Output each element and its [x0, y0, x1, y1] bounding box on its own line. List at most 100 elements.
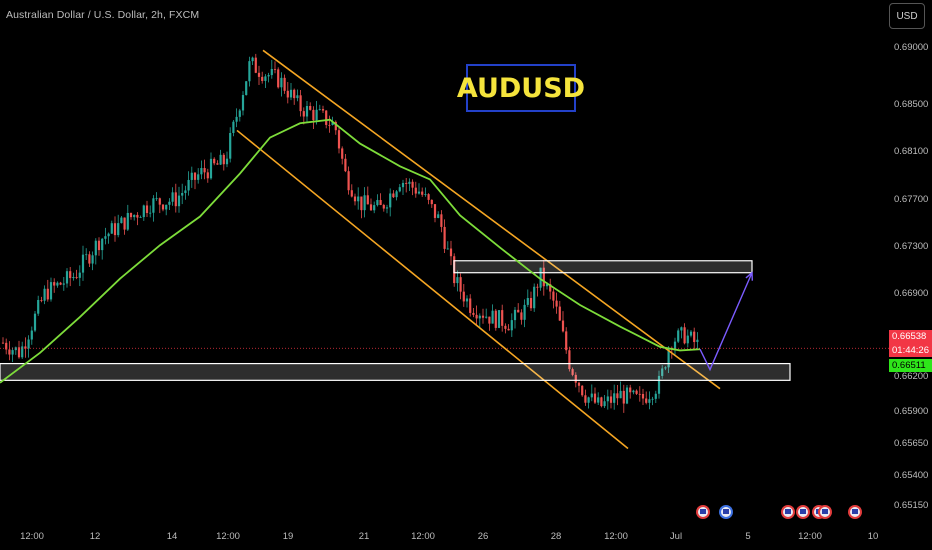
bull-candle — [197, 174, 200, 180]
bull-candle — [101, 238, 104, 251]
bear-candle — [113, 223, 117, 236]
bear-candle — [629, 387, 632, 393]
bull-candle — [33, 313, 37, 331]
bull-candle — [117, 223, 120, 236]
bear-candle — [203, 168, 206, 173]
bull-candle — [181, 193, 184, 196]
bear-candle — [369, 204, 373, 211]
projection-arrowhead — [745, 271, 754, 281]
bull-candle — [78, 272, 81, 278]
bull-candle — [85, 254, 88, 256]
bear-candle — [574, 374, 577, 383]
bear-candle — [321, 109, 325, 111]
us-flag-icon[interactable] — [796, 505, 810, 519]
bull-candle — [456, 277, 459, 284]
bear-candle — [302, 111, 305, 117]
bull-candle — [696, 339, 699, 343]
bear-candle — [462, 291, 465, 302]
bear-candle — [161, 204, 165, 210]
bull-candle — [613, 393, 616, 403]
bear-candle — [337, 130, 341, 149]
bull-candle — [424, 194, 427, 195]
bear-candle — [507, 328, 510, 331]
resistance-zone[interactable] — [453, 260, 753, 274]
bull-candle — [219, 154, 222, 165]
bull-candle — [241, 95, 245, 111]
bull-candle — [651, 398, 654, 400]
bull-candle — [331, 121, 334, 126]
bear-candle — [577, 382, 581, 386]
bear-candle — [97, 240, 101, 251]
bull-candle — [590, 393, 593, 398]
bull-candle — [619, 390, 622, 399]
bull-candle — [533, 286, 536, 309]
us-flag-icon[interactable] — [781, 505, 795, 519]
bear-candle — [286, 90, 289, 98]
bear-candle — [517, 309, 520, 313]
bear-candle — [622, 390, 625, 404]
bull-candle — [56, 282, 59, 286]
bull-candle — [545, 284, 549, 287]
bear-candle — [693, 331, 696, 343]
us-flag-icon[interactable] — [696, 505, 710, 519]
bull-candle — [446, 248, 449, 250]
bear-candle — [536, 286, 539, 288]
y-tick-label: 0.65650 — [894, 438, 929, 449]
bear-candle — [293, 89, 296, 99]
projection-arrow[interactable] — [699, 272, 753, 372]
x-tick-label: 26 — [477, 531, 489, 542]
bear-candle — [123, 217, 126, 230]
bull-candle — [315, 109, 318, 121]
support-zone[interactable] — [0, 362, 791, 381]
channel-lower-line[interactable] — [236, 129, 629, 450]
ma-price-label: 0.66511 — [889, 359, 932, 372]
bull-candle — [686, 335, 689, 344]
bear-candle — [600, 397, 603, 407]
us-flag-icon[interactable] — [848, 505, 862, 519]
bear-candle — [568, 350, 571, 370]
bull-candle — [14, 347, 17, 351]
x-tick-label: 21 — [358, 531, 370, 542]
y-tick-label: 0.68500 — [894, 99, 929, 110]
y-tick-label: 0.65150 — [894, 500, 929, 511]
bull-candle — [664, 367, 667, 369]
x-tick-label: 12:00 — [411, 531, 435, 542]
channel-upper-line[interactable] — [262, 49, 721, 390]
bull-candle — [680, 327, 683, 331]
x-tick-label: Jul — [669, 531, 683, 542]
bear-candle — [571, 369, 574, 375]
bull-candle — [376, 199, 379, 206]
bear-candle — [353, 196, 357, 202]
bull-candle — [104, 236, 107, 239]
bull-candle — [523, 304, 526, 320]
bull-candle — [389, 193, 392, 208]
bull-candle — [270, 69, 273, 76]
bull-candle — [139, 217, 142, 218]
bear-candle — [488, 316, 491, 324]
bear-candle — [616, 393, 619, 399]
bear-candle — [581, 385, 584, 396]
bull-candle — [357, 196, 360, 202]
bear-candle — [481, 315, 485, 318]
bear-candle — [382, 204, 385, 209]
bull-candle — [62, 283, 65, 285]
bear-candle — [360, 196, 363, 211]
bear-candle — [430, 199, 433, 205]
us-flag-icon[interactable] — [818, 505, 832, 519]
currency-button[interactable]: USD — [889, 3, 925, 29]
bear-candle — [366, 195, 369, 205]
y-tick-label: 0.67700 — [894, 194, 929, 205]
bull-candle — [485, 316, 488, 318]
bear-candle — [8, 349, 11, 355]
bear-candle — [638, 393, 641, 395]
bull-candle — [209, 158, 213, 179]
x-tick-label: 12:00 — [216, 531, 240, 542]
x-tick-label: 14 — [166, 531, 178, 542]
au-flag-icon[interactable] — [719, 505, 733, 519]
bull-candle — [373, 205, 376, 211]
bear-candle — [88, 254, 91, 264]
bear-candle — [433, 204, 437, 218]
bull-candle — [21, 346, 24, 358]
bear-candle — [193, 172, 197, 180]
